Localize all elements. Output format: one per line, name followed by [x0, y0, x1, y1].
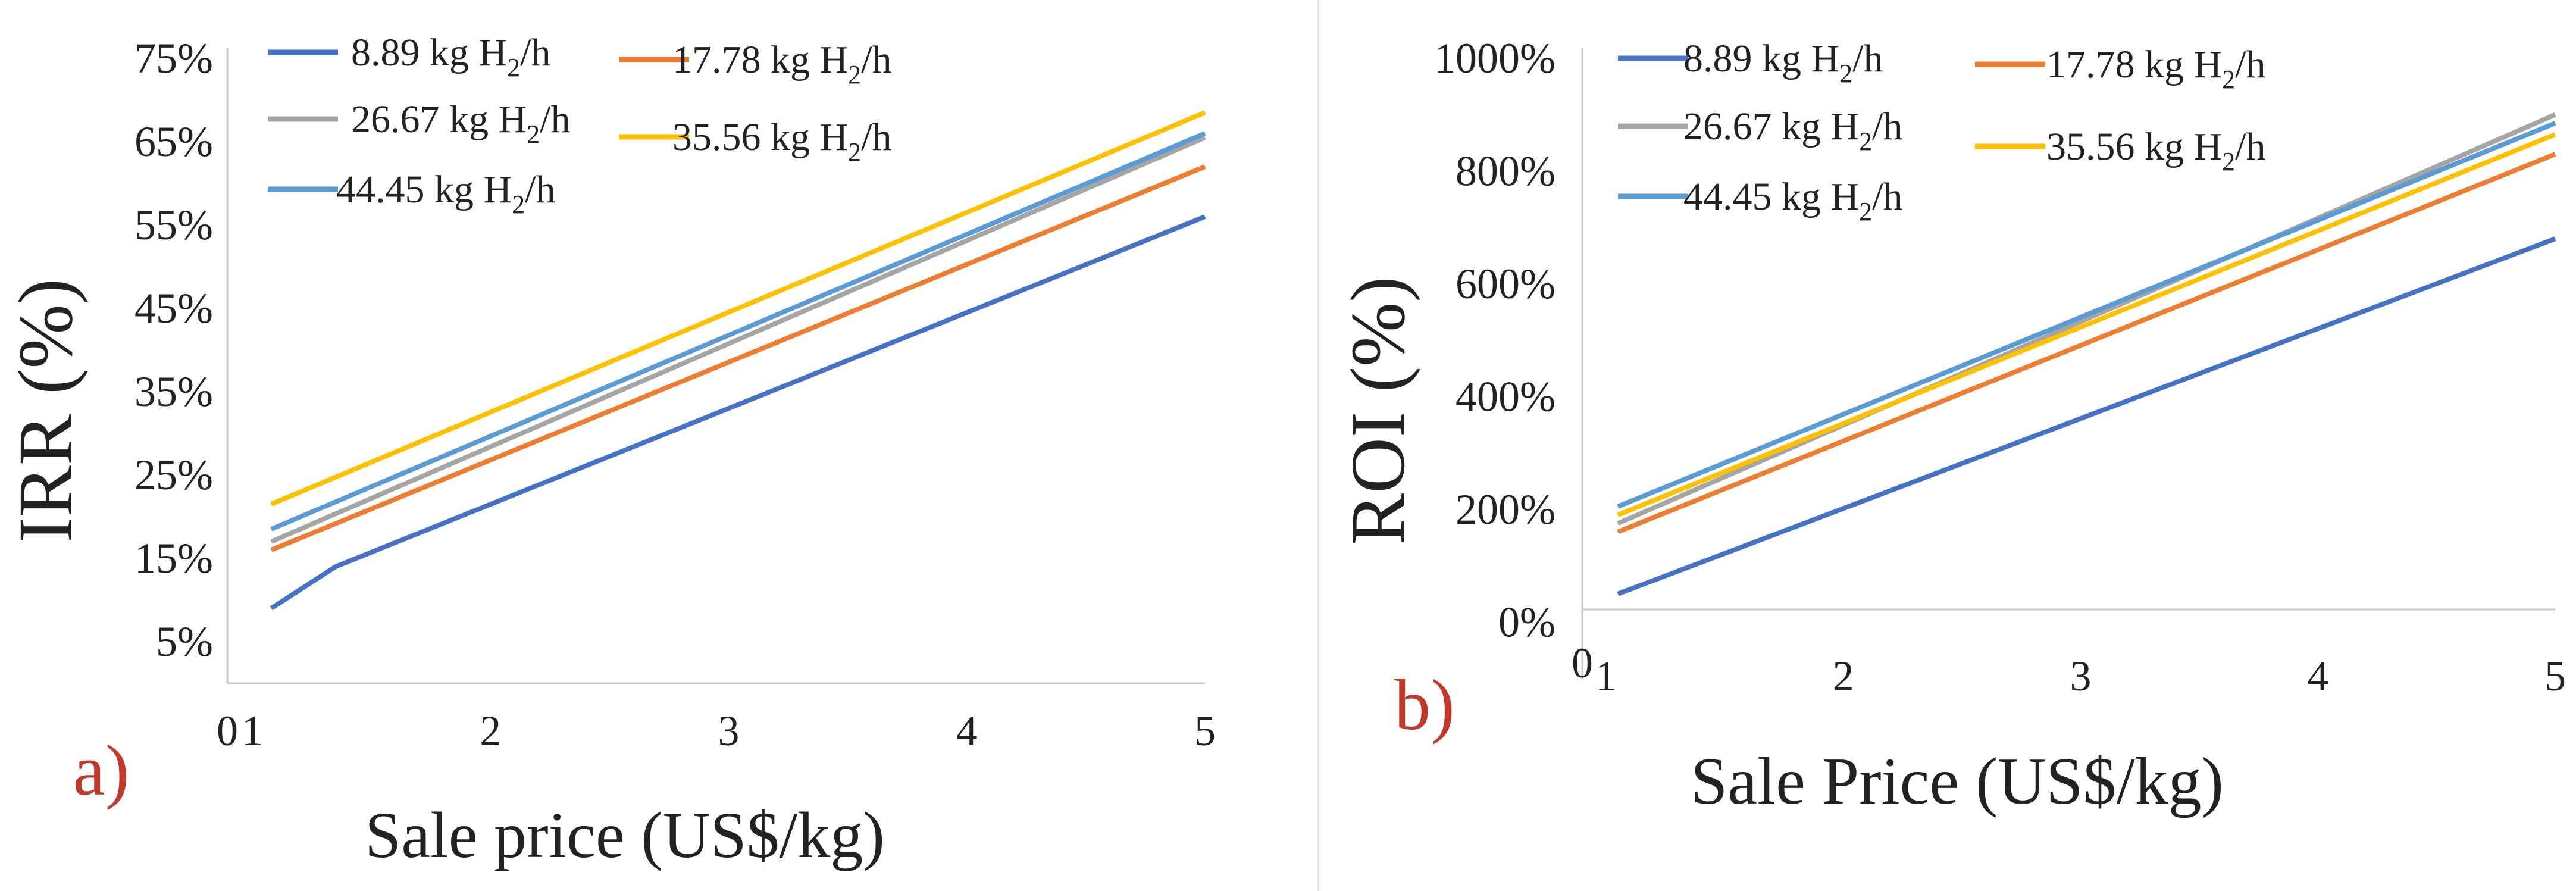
legend-label: 35.56 kg H2/h	[672, 115, 892, 167]
y-tick-label: 35%	[134, 368, 213, 415]
y-tick-label: 25%	[134, 451, 213, 499]
legend-label: 44.45 kg H2/h	[336, 168, 556, 219]
x-tick-label: 3	[718, 707, 740, 755]
y-tick-label: 65%	[134, 118, 213, 165]
y-tick-label: 15%	[134, 534, 213, 582]
legend-label: 26.67 kg H2/h	[351, 98, 571, 149]
legend-label: 8.89 kg H2/h	[1683, 37, 1883, 88]
y-tick-label: 600%	[1456, 260, 1555, 308]
chart-roi: 0% 200% 400% 600% 800% 1000% 0 1 2 3 4 5 8.89 kg H2/…	[1335, 35, 2566, 818]
x-tick-label: 2	[1833, 652, 1854, 700]
y-axis-title: ROI (%)	[1335, 276, 1421, 545]
series-line	[270, 135, 1206, 544]
x-axis-title: Sale price (US$/kg)	[365, 799, 885, 871]
series-line	[270, 214, 1206, 611]
series-line	[1617, 132, 2556, 518]
y-tick-label: 1000%	[1434, 35, 1555, 82]
y-tick-label: 5%	[156, 618, 213, 665]
y-tick-label: 55%	[134, 201, 213, 249]
chart-irr: 5% 15% 25% 35% 45% 55% 65% 75% 0 1 2 3 4 5 8.89 kg H2/…	[3, 31, 1216, 871]
x-axis-title: Sale Price (US$/kg)	[1691, 745, 2224, 818]
series-line	[1617, 152, 2556, 534]
y-axis-title: IRR (%)	[3, 279, 89, 543]
x-tick-label: 4	[2307, 652, 2328, 700]
y-tick-label: 0%	[1498, 598, 1555, 646]
x-tick-label: 2	[480, 707, 501, 755]
legend-label: 17.78 kg H2/h	[2046, 43, 2266, 94]
panel-label: b)	[1394, 665, 1455, 745]
x-origin-label: 0	[217, 707, 238, 755]
legend-label: 17.78 kg H2/h	[672, 38, 892, 89]
x-tick-label: 1	[1595, 652, 1617, 700]
legend-label: 8.89 kg H2/h	[351, 31, 551, 82]
series-line	[270, 110, 1206, 507]
x-tick-label: 4	[956, 707, 978, 755]
series-line	[1617, 112, 2556, 526]
panel-divider	[1317, 0, 1319, 891]
x-tick-label: 5	[2544, 652, 2566, 700]
y-tick-label: 200%	[1456, 486, 1555, 533]
series-line	[270, 164, 1206, 552]
x-tick-label: 3	[2070, 652, 2091, 700]
legend-label: 35.56 kg H2/h	[2046, 125, 2266, 176]
y-tick-label: 45%	[134, 285, 213, 332]
y-tick-label: 75%	[134, 35, 213, 82]
legend-label: 26.67 kg H2/h	[1683, 105, 1903, 156]
series-line	[1617, 236, 2556, 596]
legend-label: 44.45 kg H2/h	[1683, 175, 1903, 226]
x-origin-label: 0	[1572, 639, 1593, 687]
series-line	[270, 131, 1206, 532]
x-tick-label: 1	[242, 707, 263, 755]
panel-label: a)	[73, 730, 130, 811]
y-tick-label: 400%	[1456, 373, 1555, 420]
series-line	[1617, 121, 2556, 509]
y-tick-label: 800%	[1456, 147, 1555, 195]
x-tick-label: 5	[1194, 707, 1216, 755]
